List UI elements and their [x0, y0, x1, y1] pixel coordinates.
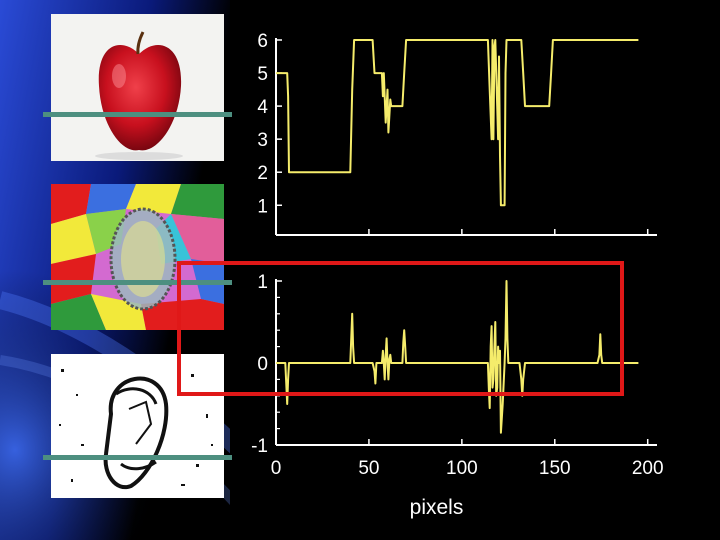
- apple-photo: [51, 14, 224, 161]
- y-tick-label: -1: [251, 436, 268, 457]
- y-tick-label: 4: [257, 97, 268, 118]
- chart-top: 6 5 4 3 2 1: [257, 31, 657, 236]
- series-line: [276, 39, 639, 207]
- edge-image: [51, 354, 224, 498]
- series-line: [276, 280, 639, 434]
- y-tick-label: 3: [257, 130, 268, 151]
- highlight-box: [177, 261, 624, 396]
- y-tick-label: 2: [257, 163, 268, 184]
- x-tick-label: 50: [358, 458, 379, 479]
- apple-image: [51, 14, 224, 161]
- y-tick-label: 5: [257, 64, 268, 85]
- y-tick-label: 1: [257, 196, 268, 217]
- color-segmentation: [51, 184, 224, 330]
- x-tick-label: 150: [539, 458, 571, 479]
- scanline-edges: [43, 455, 232, 460]
- y-tick-label: 6: [257, 31, 268, 52]
- segmentation-image: [51, 184, 224, 330]
- edge-map: [51, 354, 224, 498]
- x-tick-label: 0: [271, 458, 282, 479]
- y-tick-label: 0: [257, 354, 268, 375]
- x-tick-label: 100: [446, 458, 478, 479]
- scanline-segmentation: [43, 280, 232, 285]
- x-tick-label: 200: [632, 458, 664, 479]
- scanline-apple: [43, 112, 232, 117]
- y-tick-label: 1: [257, 272, 268, 293]
- x-axis-label: pixels: [410, 496, 464, 519]
